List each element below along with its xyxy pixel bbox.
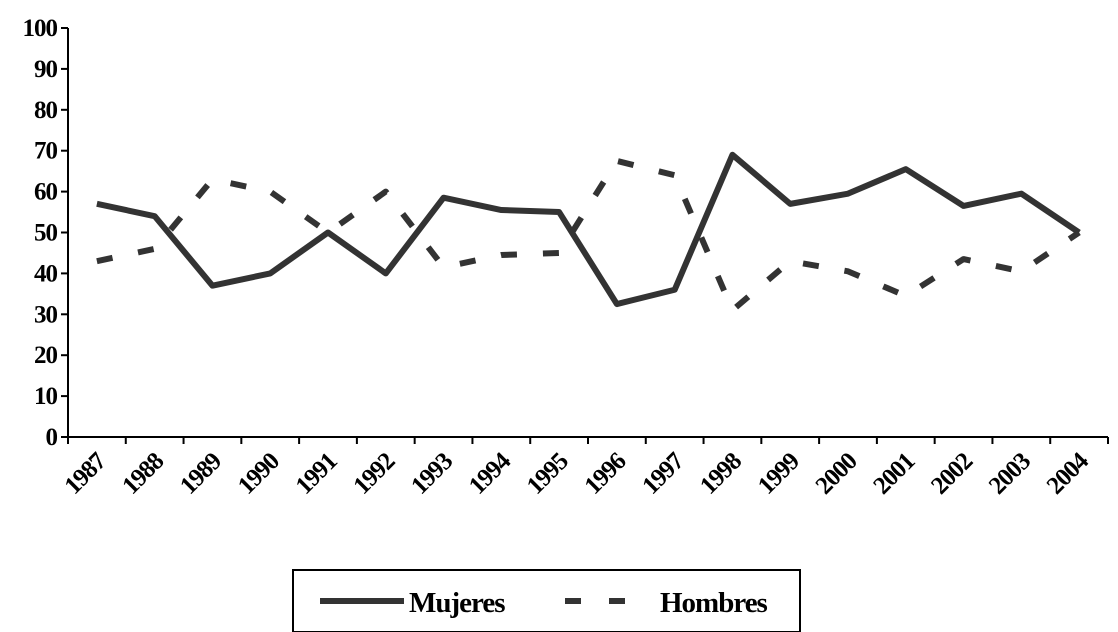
- x-tick-label: 1999: [753, 448, 805, 500]
- y-tick-label: 60: [34, 179, 58, 206]
- y-tick-label: 10: [34, 383, 58, 410]
- y-tick-label: 20: [34, 342, 58, 369]
- legend-label-mujeres: Mujeres: [409, 587, 505, 619]
- x-tick-label: 2001: [868, 448, 920, 500]
- x-tick-label: 2004: [1042, 447, 1095, 500]
- y-tick-label: 0: [46, 424, 58, 451]
- x-tick-label: 1988: [117, 448, 169, 500]
- y-tick-label: 80: [34, 97, 58, 124]
- axes-layer: [68, 28, 1108, 437]
- x-axis-ticks: 1987 1988 1989 1990 1991 1992 1993 1994 1995 1996…: [60, 437, 1108, 500]
- y-tick-label: 40: [34, 260, 58, 287]
- x-tick-label: 1995: [522, 448, 574, 500]
- x-tick-label: 1991: [291, 448, 343, 500]
- legend: Mujeres Hombres: [293, 570, 800, 632]
- y-tick-label: 30: [34, 301, 58, 328]
- x-tick-label: 2003: [984, 448, 1036, 500]
- x-tick-label: 1992: [348, 448, 400, 500]
- y-tick-label: 90: [34, 56, 58, 83]
- x-tick-label: 1994: [464, 447, 517, 500]
- x-tick-label: 1996: [580, 448, 632, 500]
- y-tick-label: 50: [34, 220, 58, 247]
- x-tick-label: 2000: [811, 448, 863, 500]
- series-layer: [97, 155, 1079, 310]
- legend-label-hombres: Hombres: [660, 587, 768, 619]
- x-tick-label: 1989: [175, 448, 227, 500]
- x-tick-label: 1990: [233, 448, 285, 500]
- y-tick-label: 70: [34, 138, 58, 165]
- x-tick-label: 1997: [637, 448, 689, 500]
- x-tick-label: 1987: [60, 448, 112, 500]
- y-tick-label: 100: [23, 15, 58, 42]
- y-axis-ticks: 0 10 20 30 40 50 60 70 80 90 100: [23, 15, 69, 451]
- x-tick-label: 2002: [926, 448, 978, 500]
- x-tick-label: 1993: [406, 448, 458, 500]
- x-tick-label: 1998: [695, 448, 747, 500]
